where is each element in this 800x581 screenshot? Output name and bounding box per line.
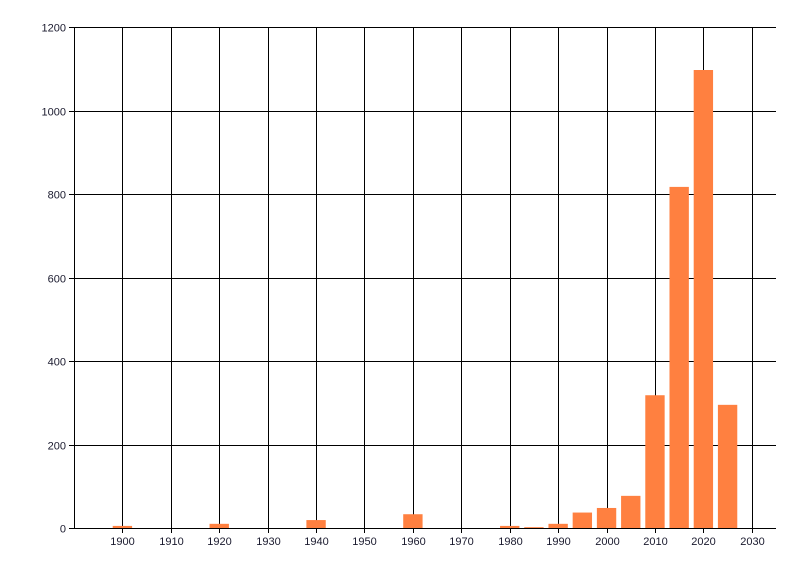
y-tick-label: 1200 (42, 23, 66, 35)
bars (112, 70, 738, 528)
x-tick-label: 1910 (159, 536, 183, 548)
bar-1980 (500, 525, 520, 528)
axes (74, 27, 776, 529)
bar-1995 (572, 512, 593, 528)
y-tick-label: 0 (60, 524, 66, 536)
y-tick-label: 400 (48, 357, 66, 369)
bar-2020 (693, 70, 714, 528)
y-tick-label: 800 (48, 190, 66, 202)
x-tick-label: 2000 (595, 536, 619, 548)
x-tick-labels: 1900 1910 1920 1930 1940 1950 1960 1970 1980 1990… (110, 536, 764, 548)
x-tick-label: 2030 (740, 536, 764, 548)
bar-1940 (306, 520, 326, 528)
x-tick-label: 1920 (207, 536, 231, 548)
x-tick-label: 1950 (352, 536, 376, 548)
x-tick-label: 1990 (546, 536, 570, 548)
y-tick-label: 600 (48, 274, 66, 286)
x-tick-label: 2020 (691, 536, 715, 548)
bar-2000 (596, 507, 617, 528)
bar-1900 (112, 525, 133, 528)
x-tick-label: 1900 (110, 536, 134, 548)
bar-2015 (669, 186, 689, 528)
x-tick-label: 1940 (304, 536, 328, 548)
x-tick-label: 1930 (256, 536, 280, 548)
x-tick-label: 2010 (643, 536, 667, 548)
bar-2010 (645, 395, 665, 528)
y-tick-labels: 0 200 400 600 800 1000 1200 (42, 23, 66, 536)
x-tick-label: 1960 (401, 536, 425, 548)
x-tick-label: 1970 (449, 536, 473, 548)
bar-1920 (209, 523, 229, 528)
y-tick-label: 1000 (42, 107, 66, 119)
bar-1990 (548, 523, 568, 528)
bar-1960 (403, 514, 423, 528)
bar-1985 (524, 527, 544, 528)
bar-2005 (621, 495, 641, 528)
y-tick-label: 200 (48, 441, 66, 453)
x-tick-label: 1980 (498, 536, 522, 548)
bar-2025 (717, 404, 738, 528)
